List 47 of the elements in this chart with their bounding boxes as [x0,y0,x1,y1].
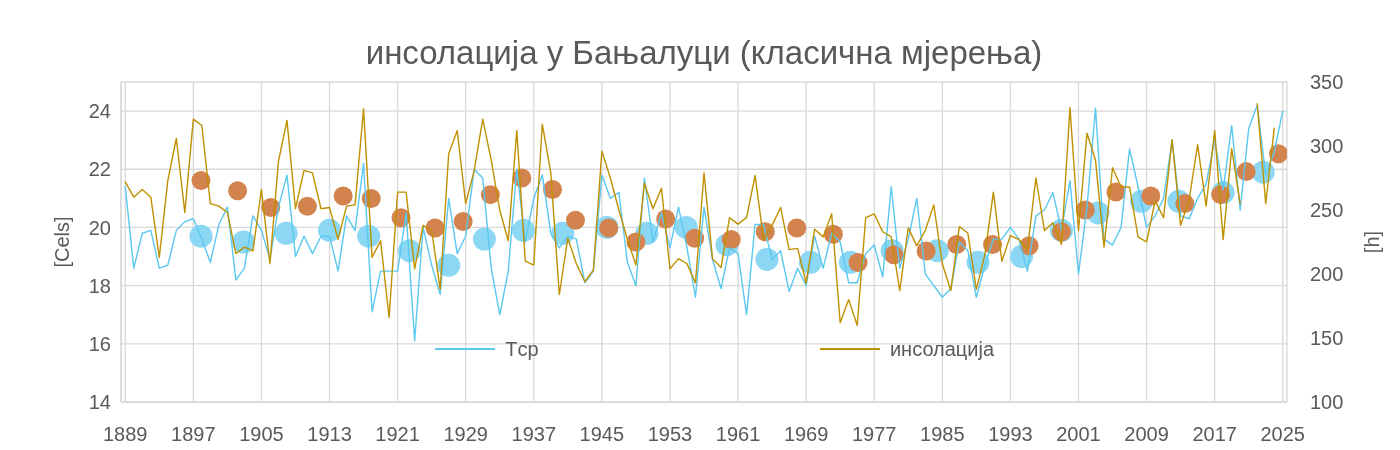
y-tick-label: 20 [88,216,111,239]
y2-tick-label: 150 [1310,327,1344,350]
y-tick-label: 14 [88,391,111,414]
legend-label: Tср [505,337,539,361]
x-tick-label: 1977 [851,423,897,446]
x-tick-label: 1905 [239,423,284,446]
x-tick-label: 1921 [375,423,420,446]
point [228,181,248,201]
x-tick-label: 1889 [103,423,148,446]
x-tick-label: 1953 [647,423,693,446]
y2-tick-label: 200 [1310,263,1344,286]
point [333,186,353,206]
x-tick-label: 1929 [443,423,488,446]
y2-tick-label: 250 [1310,199,1344,222]
chart-title: инсолација у Бањалуци (класична мјерења) [364,34,1044,72]
y-tick-label: 16 [88,332,111,355]
y-tick-label: 18 [88,274,111,297]
x-tick-label: 1897 [171,423,216,446]
y-tick-label: 22 [88,158,111,181]
x-tick-label: 1961 [715,423,761,446]
y-tick-label: 24 [88,100,111,123]
x-tick-label: 1969 [783,423,829,446]
x-tick-label: 2001 [1056,423,1101,446]
point [472,227,496,251]
x-tick-label: 1937 [511,423,557,446]
y2-tick-label: 350 [1310,71,1344,94]
y-axis-title: [Cels] [51,216,73,268]
point [297,196,317,216]
point [189,224,213,248]
x-tick-label: 1913 [307,423,352,446]
legend-label: инсолација [889,337,995,361]
point [565,210,585,230]
x-tick-label: 1945 [579,423,625,446]
x-tick-label: 2017 [1192,423,1237,446]
point [274,221,298,245]
point [787,218,807,238]
x-tick-label: 2009 [1124,423,1169,446]
point [453,212,473,232]
x-tick-label: 2025 [1260,423,1305,446]
point [1141,186,1161,206]
point [191,171,211,191]
y2-tick-label: 300 [1310,135,1344,158]
x-tick-label: 1985 [920,423,965,446]
y2-axis-title: [h] [1361,230,1383,254]
x-tick-label: 1993 [988,423,1033,446]
point [755,247,779,271]
y2-tick-label: 100 [1310,391,1344,414]
